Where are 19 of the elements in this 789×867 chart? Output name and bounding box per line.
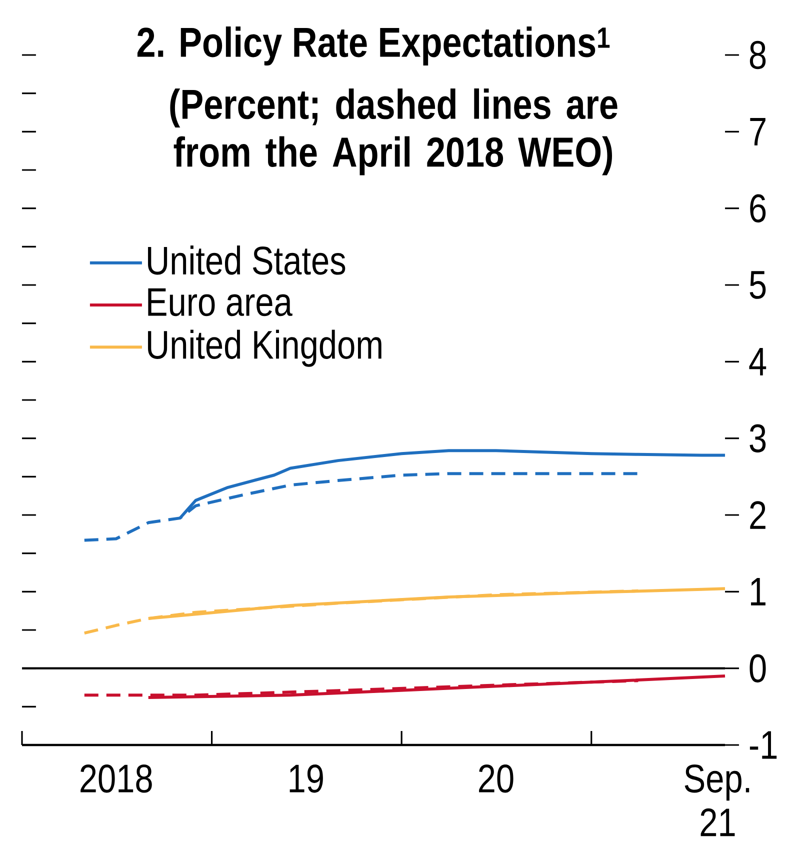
legend-label: United Kingdom: [148, 330, 382, 367]
y-tick-label: 3: [750, 424, 766, 452]
legend-label: United States: [148, 245, 346, 275]
text: (Percent; dashed lines are from the April 2018 WEO): [170, 88, 618, 176]
y-tick-label: 0: [750, 654, 766, 682]
y-tick-label: 7: [750, 118, 766, 146]
legend-label: Euro area: [148, 288, 292, 316]
y-tick-label: 2: [750, 501, 766, 529]
x-tick-label: 20: [479, 764, 514, 793]
x-tick-label: Sep. 21: [684, 764, 750, 836]
y-tick-label: 5: [750, 271, 766, 299]
y-tick-label: 6: [750, 194, 766, 222]
x-tick-label: 2018: [80, 764, 152, 793]
chart-title: 2. Policy Rate Expectations$^{1}$: [137, 26, 610, 66]
y-tick-label: 4: [749, 348, 766, 376]
y-tick-label: 1: [751, 578, 766, 606]
y-tick-label: 8: [750, 40, 766, 70]
y-tick-label: -1: [750, 731, 777, 759]
x-tick-label: 19: [290, 764, 323, 793]
